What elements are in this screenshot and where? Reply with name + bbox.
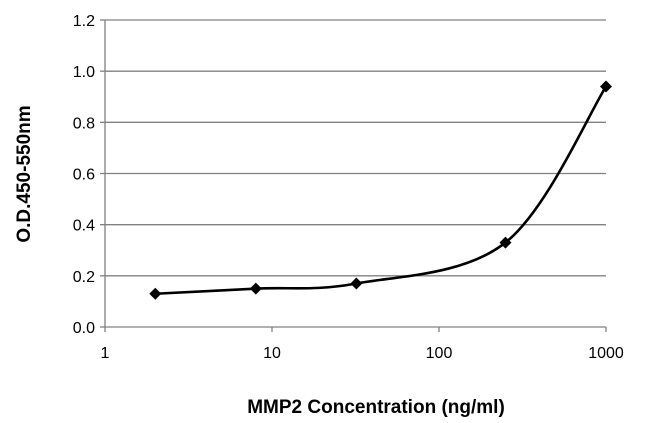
x-tick-label: 1000 bbox=[588, 345, 624, 362]
x-axis-label: MMP2 Concentration (ng/ml) bbox=[247, 397, 505, 418]
x-tick-label: 100 bbox=[426, 345, 453, 362]
axes bbox=[100, 19, 607, 332]
x-tick-label: 1 bbox=[101, 345, 110, 362]
y-tick-label: 1.2 bbox=[73, 13, 95, 30]
y-tick-label: 0.2 bbox=[73, 269, 95, 286]
y-axis-label: O.D.450-550nm bbox=[14, 105, 35, 242]
y-tick-label: 0.0 bbox=[73, 320, 95, 337]
x-tick-labels: 1 10 100 1000 bbox=[101, 345, 624, 362]
y-tick-label: 0.6 bbox=[73, 167, 95, 184]
y-tick-label: 1.0 bbox=[73, 64, 95, 81]
series-line bbox=[155, 85, 608, 296]
series-markers bbox=[149, 80, 612, 300]
gridlines bbox=[105, 19, 606, 277]
data-point-marker bbox=[350, 277, 363, 290]
data-point-marker bbox=[249, 282, 262, 295]
x-tick-label: 10 bbox=[263, 345, 281, 362]
y-tick-labels: 0.0 0.2 0.4 0.6 0.8 1.0 1.2 bbox=[73, 13, 95, 337]
y-tick-label: 0.4 bbox=[73, 218, 95, 235]
y-tick-label: 0.8 bbox=[73, 115, 95, 132]
data-point-marker bbox=[149, 287, 162, 300]
data-point-marker bbox=[600, 80, 612, 93]
data-point-marker bbox=[499, 236, 512, 249]
